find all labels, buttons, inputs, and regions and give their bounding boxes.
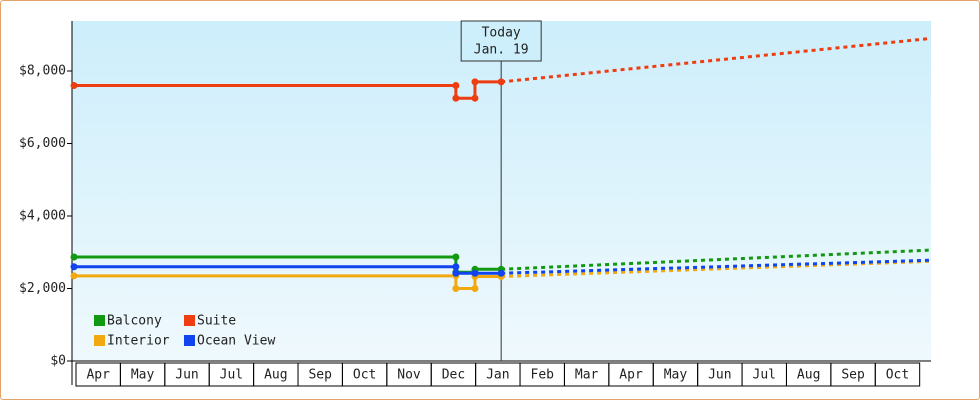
x-tick-label: Feb bbox=[531, 368, 555, 383]
point bbox=[471, 94, 479, 102]
x-tick-label: Jul bbox=[753, 368, 776, 383]
x-tick-label: Sep bbox=[841, 368, 865, 383]
legend-label: Balcony bbox=[107, 314, 162, 329]
legend-swatch bbox=[94, 335, 105, 346]
price-line bbox=[73, 80, 502, 100]
point bbox=[452, 253, 460, 261]
x-tick-label: Apr bbox=[86, 368, 110, 383]
x-tick-label: Jan bbox=[486, 368, 509, 383]
x-tick-label: May bbox=[664, 368, 688, 383]
y-tick-label: $6,000 bbox=[19, 136, 66, 151]
point bbox=[452, 94, 460, 102]
x-tick-label: Apr bbox=[619, 368, 643, 383]
x-tick-label: Nov bbox=[397, 368, 421, 383]
point bbox=[452, 269, 460, 277]
legend-swatch bbox=[184, 335, 195, 346]
x-tick-label: Jun bbox=[175, 368, 198, 383]
point bbox=[70, 82, 78, 90]
x-tick-label: Jul bbox=[220, 368, 243, 383]
point bbox=[471, 285, 479, 293]
point bbox=[452, 263, 460, 271]
y-tick-label: $4,000 bbox=[19, 209, 66, 224]
x-tick-label: May bbox=[131, 368, 155, 383]
price-line bbox=[73, 274, 502, 291]
point bbox=[452, 82, 460, 90]
x-tick-label: Aug bbox=[264, 368, 287, 383]
legend-label: Interior bbox=[107, 334, 170, 349]
y-tick-label: $2,000 bbox=[19, 281, 66, 296]
point bbox=[452, 285, 460, 293]
legend-swatch bbox=[184, 315, 195, 326]
legend-swatch bbox=[94, 315, 105, 326]
point bbox=[471, 269, 479, 277]
x-tick-label: Dec bbox=[442, 368, 465, 383]
x-tick-label: Jun bbox=[708, 368, 731, 383]
x-tick-label: Aug bbox=[797, 368, 820, 383]
y-tick-label: $8,000 bbox=[19, 64, 66, 79]
today-label: Jan. 19 bbox=[474, 43, 529, 58]
x-tick-label: Oct bbox=[886, 368, 909, 383]
x-tick-label: Mar bbox=[575, 368, 599, 383]
point bbox=[70, 253, 78, 261]
today-box bbox=[460, 20, 542, 62]
point bbox=[70, 272, 78, 280]
legend-label: Suite bbox=[197, 314, 236, 329]
point bbox=[70, 263, 78, 271]
point bbox=[471, 78, 479, 86]
today-label: Today bbox=[482, 26, 521, 41]
x-tick-label: Oct bbox=[353, 368, 376, 383]
legend-label: Ocean View bbox=[197, 334, 275, 349]
y-tick-label: $0 bbox=[50, 354, 66, 369]
projection-line bbox=[501, 36, 932, 84]
x-tick-label: Sep bbox=[308, 368, 332, 383]
x-tick-cell bbox=[874, 362, 921, 387]
